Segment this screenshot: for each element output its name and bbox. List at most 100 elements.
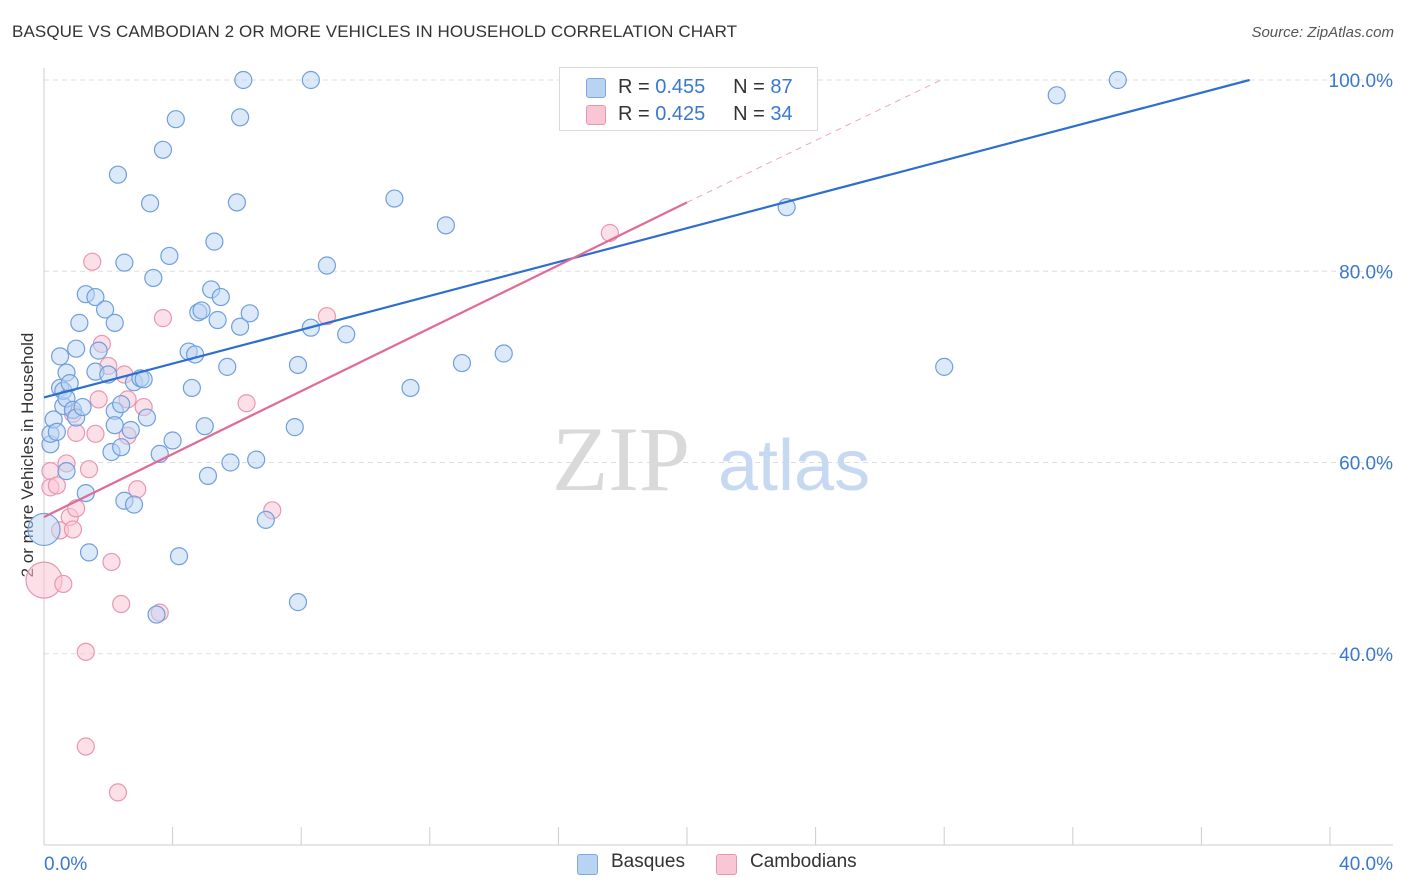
x-tick-label: 40.0% bbox=[1339, 854, 1393, 875]
basques-point bbox=[337, 325, 356, 344]
basques-point bbox=[436, 216, 455, 235]
basques-point bbox=[166, 110, 185, 129]
basques-point bbox=[288, 355, 308, 375]
basques-point bbox=[192, 301, 211, 320]
cambodians-point bbox=[86, 424, 105, 443]
basques-point bbox=[137, 408, 156, 427]
cambodians-point bbox=[67, 423, 86, 442]
r-value: 0.455 bbox=[655, 76, 706, 98]
basques-point bbox=[288, 593, 308, 612]
basques-point bbox=[195, 417, 214, 436]
cambodians-point bbox=[63, 520, 83, 539]
basques-point bbox=[452, 353, 472, 373]
basques-point bbox=[301, 70, 320, 90]
basques-point bbox=[1108, 70, 1127, 90]
cambodians-point bbox=[83, 252, 102, 271]
cambodians-legend-swatch bbox=[716, 854, 737, 875]
basques-point bbox=[70, 313, 89, 332]
cambodians-point bbox=[76, 737, 95, 756]
basques-point bbox=[169, 547, 189, 566]
basques-trend-line bbox=[43, 78, 1250, 399]
n-value: 87 bbox=[770, 76, 793, 98]
y-tick-label: 80.0% bbox=[1339, 262, 1393, 283]
basques-point bbox=[147, 605, 166, 624]
basques-point bbox=[121, 420, 140, 440]
basques-point bbox=[198, 466, 218, 485]
basques-point bbox=[47, 422, 66, 441]
basques-point bbox=[240, 304, 259, 323]
basques-point bbox=[935, 357, 954, 376]
y-tick-label: 100.0% bbox=[1329, 71, 1394, 92]
basques-point bbox=[1047, 86, 1066, 105]
cambodians-point bbox=[89, 390, 108, 409]
basques-point bbox=[124, 495, 144, 514]
basques-point bbox=[89, 341, 108, 360]
basques-point bbox=[186, 345, 205, 364]
basques-point bbox=[153, 140, 173, 159]
r-label: R = bbox=[618, 76, 650, 98]
basques-point bbox=[385, 189, 404, 208]
cambodians-point bbox=[108, 783, 128, 802]
legend-basques-text: R = 0.455 N = 87 bbox=[618, 76, 793, 99]
cambodians-point bbox=[79, 460, 99, 479]
basques-point bbox=[144, 268, 163, 288]
n-label: N = bbox=[733, 76, 765, 98]
cambodians-legend-label: Cambodians bbox=[750, 851, 857, 872]
basques-point bbox=[227, 193, 246, 212]
cambodians-point bbox=[102, 552, 121, 572]
x-tick-label: 0.0% bbox=[44, 854, 87, 875]
basques-point bbox=[494, 344, 513, 363]
basques-point bbox=[285, 418, 304, 437]
basques-point bbox=[105, 416, 124, 435]
cambodians-points bbox=[25, 223, 619, 802]
basques-point bbox=[401, 378, 420, 398]
cambodians-point bbox=[47, 476, 66, 495]
cambodians-point bbox=[76, 642, 95, 661]
basques-point bbox=[182, 378, 201, 398]
basques-point bbox=[79, 543, 99, 562]
r-label: R = bbox=[618, 103, 650, 125]
basques-point bbox=[73, 397, 92, 417]
cambodians-point bbox=[153, 309, 173, 328]
watermark: ZIP atlas bbox=[552, 408, 870, 510]
basques-point bbox=[221, 453, 240, 472]
basques-legend-swatch bbox=[577, 854, 598, 875]
basques-point bbox=[208, 310, 227, 330]
cambodians-trend-extension bbox=[686, 79, 942, 203]
trend-lines bbox=[43, 78, 1250, 518]
basques-swatch bbox=[586, 78, 606, 98]
basques-point bbox=[211, 287, 230, 307]
y-tick-label: 60.0% bbox=[1339, 454, 1393, 475]
basques-point bbox=[108, 165, 128, 184]
basques-point bbox=[317, 256, 337, 275]
basques-point bbox=[115, 253, 134, 272]
n-label: N = bbox=[733, 103, 765, 125]
cambodians-swatch bbox=[586, 105, 606, 125]
cambodians-point bbox=[237, 394, 256, 413]
y-tick-label: 40.0% bbox=[1339, 645, 1393, 666]
tick-labels: 100.0% 80.0% 60.0% 40.0% 0.0% 40.0% bbox=[44, 71, 1393, 875]
basques-point bbox=[231, 317, 250, 336]
r-value: 0.425 bbox=[655, 103, 706, 125]
basques-point bbox=[234, 70, 253, 90]
basques-point bbox=[112, 395, 131, 414]
basques-point bbox=[231, 108, 250, 127]
source-credit: Source: ZipAtlas.com bbox=[1251, 24, 1394, 41]
basques-point bbox=[140, 194, 160, 213]
basques-point bbox=[86, 287, 105, 307]
basques-point bbox=[218, 357, 237, 376]
basques-point bbox=[67, 339, 86, 358]
stats-legend: R = 0.455 N = 87 R = 0.425 N = 34 bbox=[559, 67, 818, 131]
basques-point bbox=[247, 450, 266, 469]
cambodians-point bbox=[54, 574, 73, 594]
basques-point bbox=[50, 347, 70, 366]
basques-point bbox=[160, 246, 179, 266]
n-value: 34 bbox=[770, 103, 793, 125]
basques-point bbox=[163, 431, 182, 450]
basques-legend-label: Basques bbox=[611, 851, 685, 872]
grid-lines bbox=[44, 79, 1393, 655]
cambodians-point bbox=[112, 594, 131, 614]
legend-cambodians-text: R = 0.425 N = 34 bbox=[618, 103, 793, 126]
basques-point bbox=[205, 232, 224, 251]
